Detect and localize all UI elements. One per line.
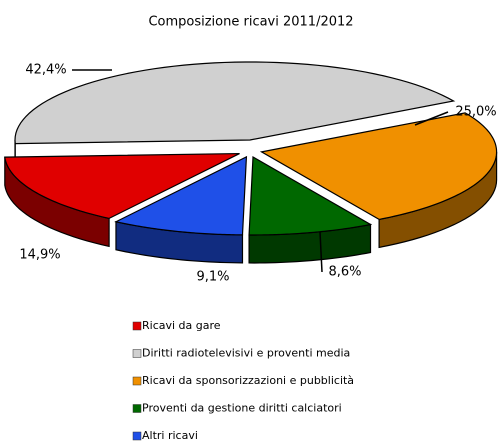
legend-label: Diritti radiotelevisivi e proventi media <box>142 347 350 360</box>
chart-title: Composizione ricavi 2011/2012 <box>148 15 353 30</box>
data-label: 14,9% <box>19 248 60 263</box>
legend-swatch <box>132 321 142 331</box>
data-label: 25,0% <box>455 105 496 120</box>
legend-swatch <box>132 349 142 358</box>
slice <box>248 155 373 236</box>
legend-swatch <box>132 431 142 441</box>
slice <box>114 155 248 236</box>
data-label: 9,1% <box>196 270 229 285</box>
legend-label: Proventi da gestione diritti calciatori <box>142 402 342 415</box>
slice <box>14 61 456 145</box>
leader-line <box>319 231 323 273</box>
slice <box>259 112 498 221</box>
data-label: 42,4% <box>25 63 66 78</box>
slice <box>4 152 240 220</box>
legend-label: Ricavi da sponsorizzazioni e pubblicità <box>142 374 354 387</box>
legend-swatch <box>132 376 142 386</box>
legend-label: Altri ricavi <box>142 429 198 441</box>
legend-swatch <box>132 404 142 413</box>
leader-line <box>414 111 449 126</box>
pie <box>4 61 498 264</box>
legend-label: Ricavi da gare <box>142 319 221 332</box>
data-label: 8,6% <box>328 265 361 280</box>
